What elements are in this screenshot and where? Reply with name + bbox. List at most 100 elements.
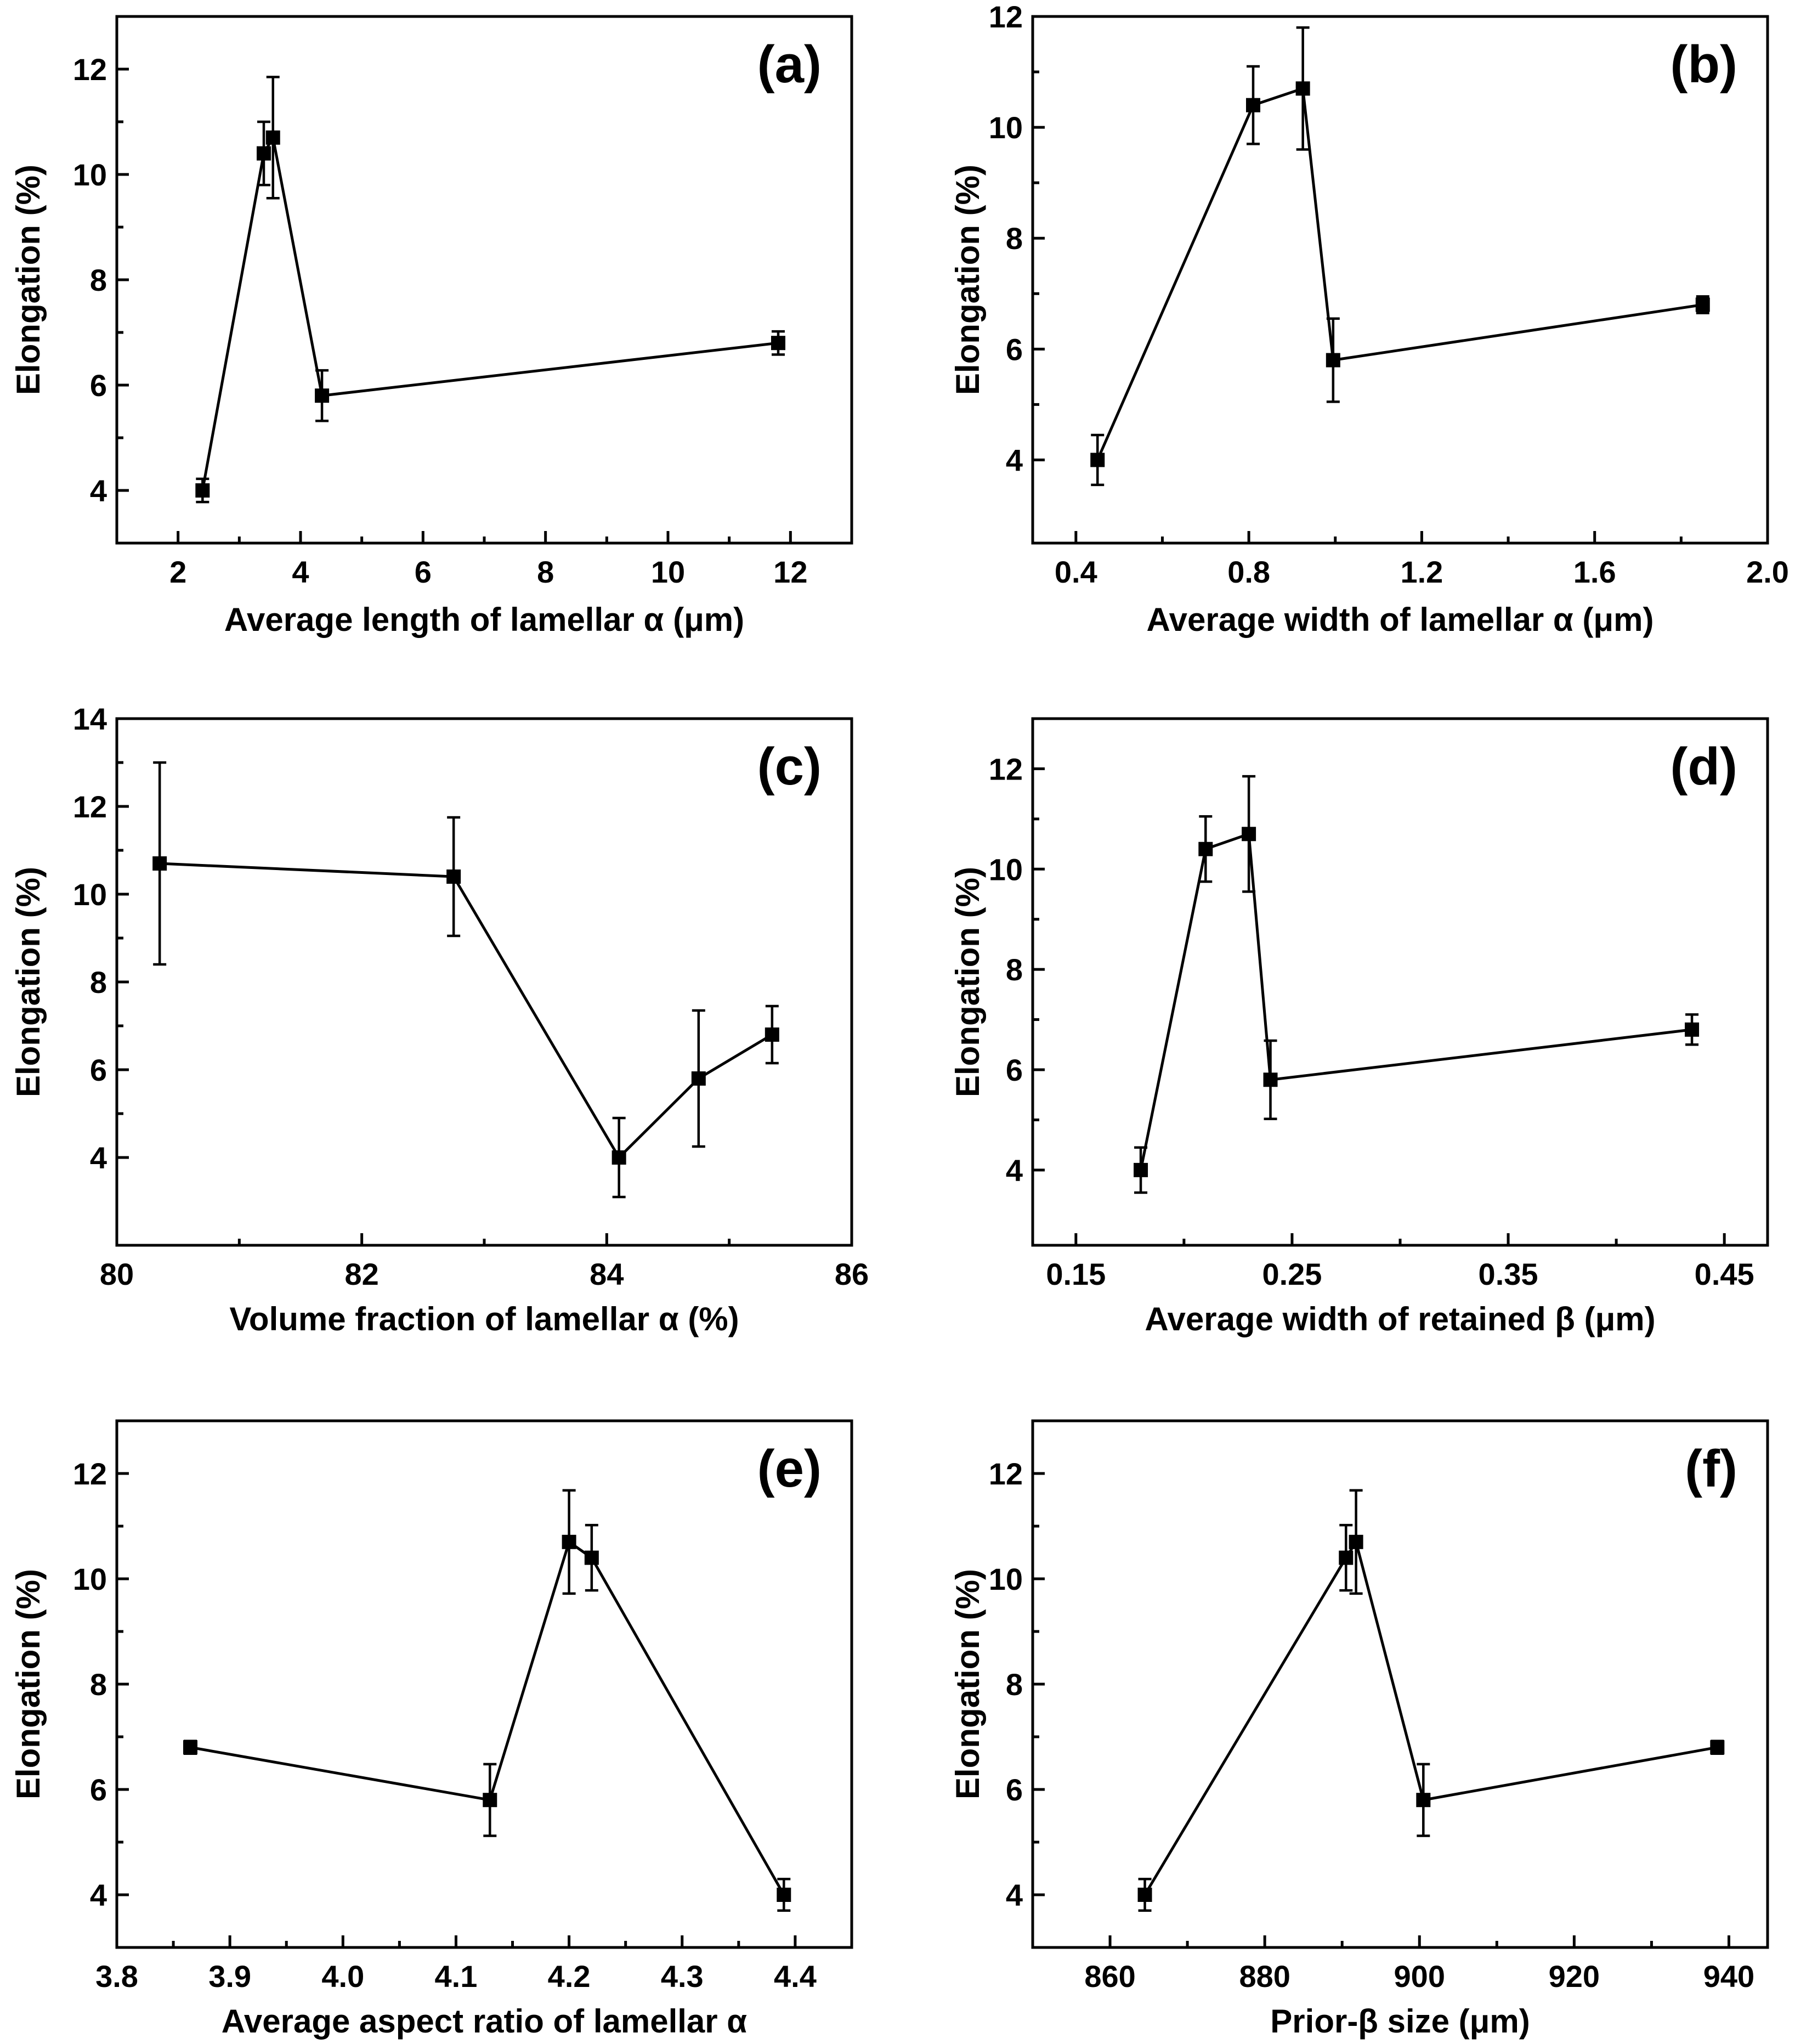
data-point [483,1793,497,1808]
series-line [160,862,773,1160]
tick-marks [1033,1472,1730,1947]
data-point [1339,1550,1354,1565]
x-tick-label: 880 [1239,1959,1290,1994]
y-tick-label: 8 [90,263,107,297]
data-point [584,1550,599,1565]
y-tick-label: 4 [1006,1153,1023,1188]
x-tick-label: 1.6 [1573,555,1616,589]
x-tick-label: 860 [1084,1959,1135,1994]
x-tick-label: 0.4 [1055,555,1097,589]
data-series [1090,26,1710,487]
x-tick-label: 0.8 [1227,555,1270,589]
panel-label: (a) [757,35,822,94]
panel-label: (b) [1670,35,1737,94]
y-tick-label: 12 [73,52,107,87]
data-point [771,336,785,351]
y-tick-label: 4 [90,1140,107,1175]
data-series [1137,1489,1725,1912]
data-series [183,1489,791,1912]
data-point [1198,842,1213,856]
data-point [1326,353,1340,368]
data-point [257,146,271,161]
y-axis-label: Elongation (%) [10,867,47,1097]
plot-frame [115,15,853,545]
x-tick-label: 0.45 [1695,1257,1754,1291]
y-tick-label: 10 [989,852,1023,887]
x-tick-label: 920 [1549,1959,1600,1994]
x-tick-label: 86 [835,1257,869,1291]
plot-frame [115,1419,853,1949]
y-tick-label: 4 [90,1878,107,1912]
x-axis-label: Average width of lamellar α (μm) [1147,601,1654,638]
y-axis-label: Elongation (%) [10,165,47,395]
y-tick-label: 8 [90,1667,107,1702]
x-tick-label: 0.25 [1262,1257,1322,1291]
y-tick-label: 10 [73,157,107,192]
x-tick-label: 2.0 [1746,555,1789,589]
data-point [1416,1793,1431,1808]
plot-frame [1031,15,1769,545]
panel-label: (d) [1670,737,1737,796]
data-point [1242,827,1256,842]
x-tick-label: 10 [651,555,685,589]
y-tick-label: 12 [989,1456,1023,1491]
tick-labels: 0.15 0.25 0.35 0.45 4 6 8 10 12 [989,752,1754,1291]
x-tick-label: 2 [169,555,186,589]
y-tick-label: 8 [1006,1667,1023,1702]
y-tick-label: 10 [989,1562,1023,1596]
y-tick-label: 14 [73,702,107,736]
y-tick-label: 12 [73,789,107,824]
y-tick-label: 4 [90,473,107,508]
y-tick-label: 10 [73,1562,107,1596]
panel-b: 0.4 0.8 1.2 1.6 2.0 4 6 8 10 12 (b) Average width… [949,0,1789,638]
tick-marks [115,1472,797,1947]
panel-label: (f) [1685,1439,1737,1498]
x-tick-label: 4.4 [774,1959,817,1994]
series-line [1096,87,1703,461]
x-tick-label: 4.3 [661,1959,704,1994]
data-series [195,76,785,504]
plot-frame [1031,1419,1769,1949]
data-point [1295,81,1310,96]
x-tick-label: 940 [1703,1959,1754,1994]
panel-label: (e) [757,1439,822,1498]
plot-frame [115,717,853,1247]
y-axis-label: Elongation (%) [10,1569,47,1799]
tick-marks [117,67,792,543]
y-tick-label: 10 [73,877,107,912]
x-axis-label: Average length of lamellar α (μm) [224,601,744,638]
x-tick-label: 12 [773,555,807,589]
tick-labels: 860 880 900 920 940 4 6 8 10 12 [989,1456,1754,1994]
data-point [691,1071,706,1086]
x-tick-label: 4 [292,555,309,589]
data-point [777,1888,791,1902]
data-point [1710,1740,1725,1755]
data-point [1349,1534,1363,1549]
x-tick-label: 3.8 [95,1959,138,1994]
panel-label: (c) [757,737,822,796]
data-point [183,1740,197,1755]
data-point [152,856,167,871]
x-axis-label: Prior-β size (μm) [1270,2003,1530,2040]
x-axis-label: Average aspect ratio of lamellar α [222,2003,748,2040]
y-tick-label: 12 [989,752,1023,786]
y-tick-label: 6 [90,1053,107,1087]
y-tick-label: 6 [1006,332,1023,366]
y-axis-label: Elongation (%) [949,1569,986,1799]
series-line [1143,1538,1718,1896]
y-tick-label: 12 [73,1456,107,1491]
data-point [195,483,210,498]
tick-marks [1033,767,1726,1245]
x-tick-label: 900 [1394,1959,1445,1994]
y-tick-label: 10 [989,110,1023,145]
x-tick-label: 8 [537,555,554,589]
data-point [1246,98,1260,112]
panel-d: 0.15 0.25 0.35 0.45 4 6 8 10 12 (d) Average widt… [949,717,1769,1337]
x-tick-label: 4.1 [435,1959,478,1994]
data-point [1695,297,1710,312]
tick-labels: 3.8 3.9 4.0 4.1 4.2 4.3 4.4 4 6 8 10 12 [73,1456,817,1994]
x-tick-label: 82 [345,1257,379,1291]
y-axis-label: Elongation (%) [949,867,986,1097]
y-tick-label: 8 [90,965,107,1000]
